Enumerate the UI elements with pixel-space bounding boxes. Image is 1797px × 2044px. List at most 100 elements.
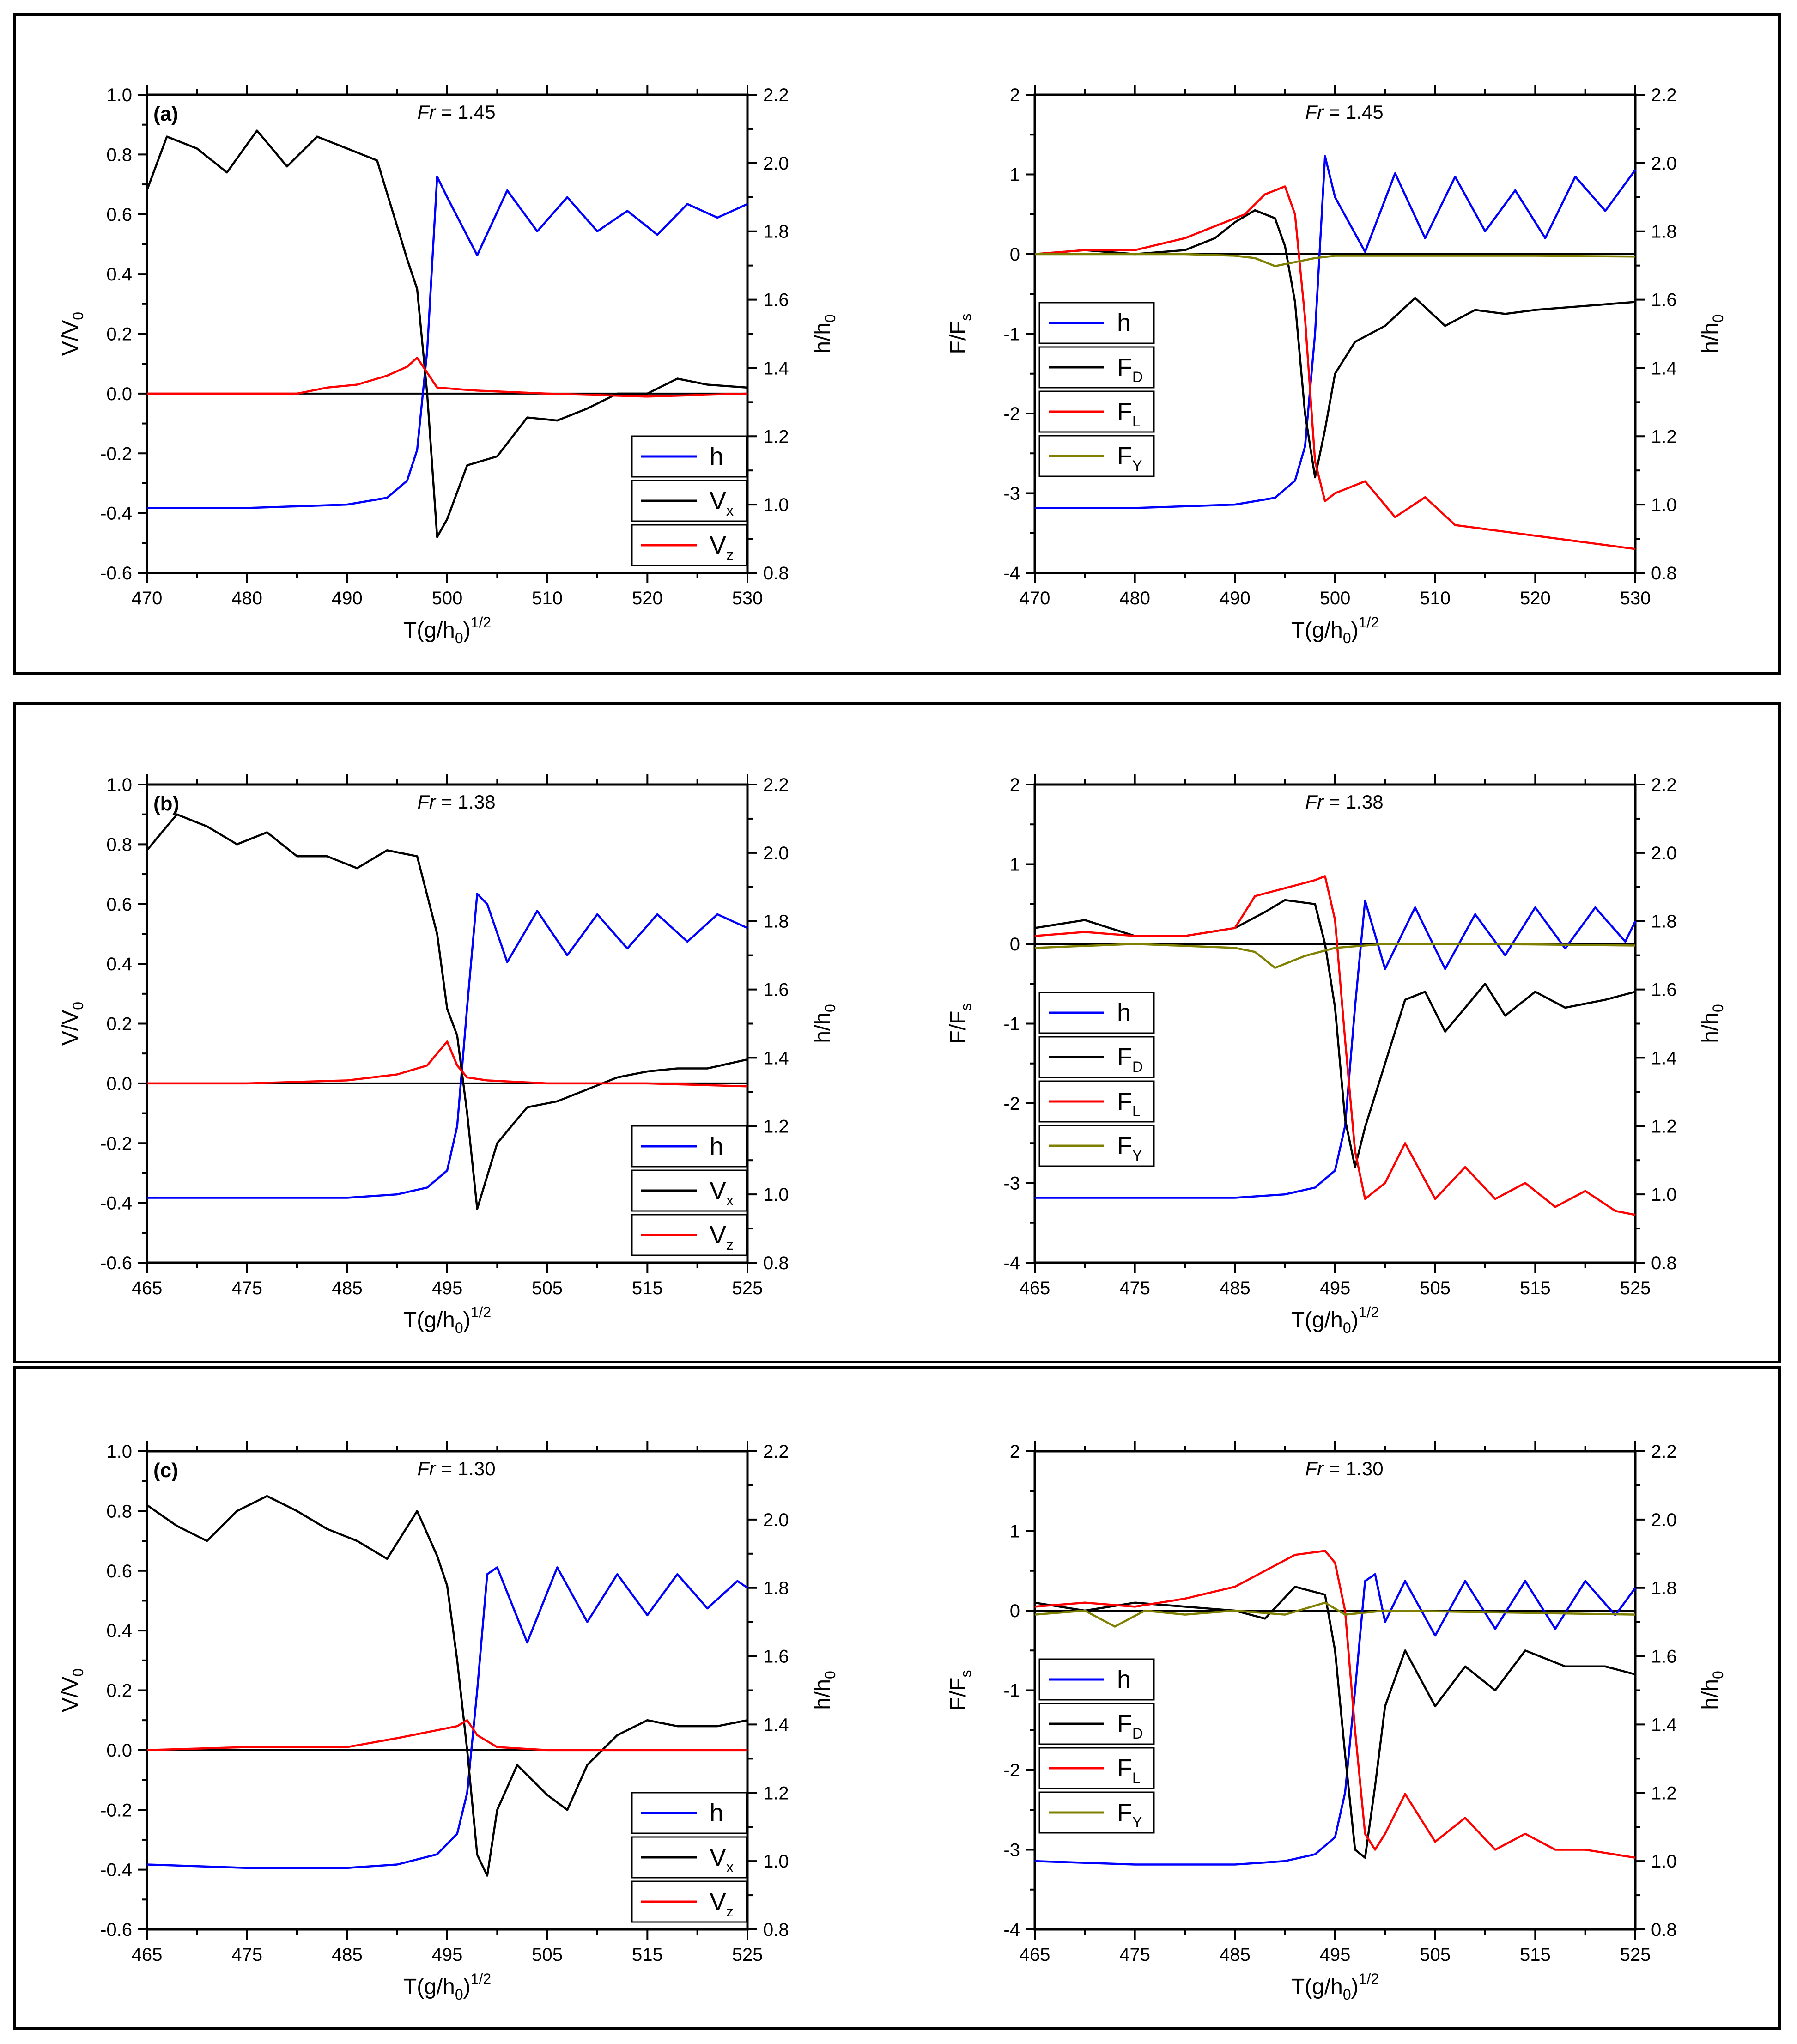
x-axis-label: T(g/h0)1/2 [403,614,491,646]
y2-tick-label: 1.4 [763,1048,789,1068]
y2-tick-label: 1.4 [1651,358,1677,378]
legend-label-FD: FD [1117,1043,1143,1075]
x-tick-label: 495 [1320,1278,1351,1298]
legend-label-Vz-part: z [726,1236,734,1253]
x-tick-label: 485 [332,1945,363,1965]
x-axis-label-part: 1/2 [1359,1971,1379,1987]
y-tick-label: 0 [1010,244,1020,265]
x-axis-label-part: ) [1351,1975,1359,1999]
x-tick-label: 505 [532,1278,563,1298]
fr-annotation-part: Fr [417,101,437,123]
y2-tick-label: 1.0 [1651,1851,1677,1872]
x-axis-label: T(g/h0)1/2 [1291,1304,1379,1336]
x-axis-label: T(g/h0)1/2 [403,1971,491,2003]
y2-tick-label: 2.0 [1651,1510,1677,1530]
legend-label-FY-part: F [1117,1799,1132,1826]
panel-tag: (b) [153,792,179,815]
legend-label-Vx: Vx [710,487,734,519]
legend-label-FL-part: F [1117,398,1132,426]
y2-tick-label: 2.0 [763,1510,789,1530]
x-tick-label: 465 [1020,1945,1050,1965]
series-line-FL [1034,1550,1636,1859]
y2-axis-label-part: 0 [822,1004,838,1012]
fr-annotation: Fr = 1.38 [417,791,495,813]
series-line-Vx [146,129,748,538]
y-tick-label: -4 [1003,563,1020,584]
x-tick-label: 500 [1320,588,1351,608]
x-tick-label: 475 [1119,1278,1150,1298]
x-tick-label: 525 [1620,1945,1651,1965]
x-tick-label: 475 [231,1278,262,1298]
y-tick-label: -4 [1003,1920,1020,1940]
x-tick-label: 515 [632,1278,663,1298]
y-tick-label: 1.0 [106,1442,132,1462]
y-tick-label: 2 [1010,1442,1020,1462]
y2-tick-label: 0.8 [1651,1920,1677,1940]
x-axis-label-part: 1/2 [471,1304,491,1320]
y2-tick-label: 2.2 [763,775,789,795]
y-axis-label: V/V0 [58,1002,86,1046]
x-axis-label-part: T(g/h [1291,1308,1343,1332]
fr-annotation-part: Fr [1305,791,1324,813]
legend-label-FY: FY [1117,1799,1142,1831]
legend-label-FL-part: F [1117,1754,1132,1782]
x-tick-label: 475 [1119,1945,1150,1965]
y-tick-label: -0.4 [100,1860,132,1880]
chart-6: 465 475 485 495 505 515 525 -4 -3 -2 -1 0 1 2 0.8 1.0 1.… [946,1441,1726,2003]
y2-tick-label: 1.0 [1651,1185,1677,1205]
y-axis-label-part: s [958,1670,974,1678]
x-tick-label: 520 [1520,588,1551,608]
legend-label-FY-part: Y [1132,1147,1142,1164]
y-tick-label: 0.6 [106,1561,132,1582]
y2-axis-label: h/h0 [1698,1004,1726,1043]
y2-tick-label: 1.0 [763,1851,789,1872]
x-tick-label: 465 [132,1278,163,1298]
legend-label-h: h [710,1132,723,1160]
y-axis-label-part: 0 [70,312,86,320]
series-line-FD [1034,1586,1636,1859]
y-axis-label-part: V/V [58,1010,83,1046]
y2-axis-label: h/h0 [1698,314,1726,353]
series-line-FY [1035,253,1636,268]
y-axis-label: F/Fs [946,1670,974,1711]
x-tick-label: 505 [1420,1945,1451,1965]
series-line-h [147,893,748,1199]
legend-label-FL: FL [1117,1088,1141,1119]
x-axis-label-part: 1/2 [1359,614,1379,631]
legend-label-Vz-part: V [710,531,726,559]
x-tick-label: 490 [1220,588,1251,608]
legend-label-FD-part: D [1132,1725,1143,1742]
y2-tick-label: 1.8 [1651,912,1677,932]
y2-tick-label: 1.8 [1651,1578,1677,1599]
y2-tick-label: 1.8 [763,222,789,242]
series-line-FY [1034,943,1636,969]
x-axis-label-part: T(g/h [403,1975,455,1999]
legend-label-FL-part: F [1117,1088,1132,1115]
x-tick-label: 505 [1420,1278,1451,1298]
x-tick-label: 530 [732,588,763,608]
y-tick-label: 1 [1010,855,1020,875]
fr-annotation: Fr = 1.38 [1305,791,1383,813]
y-tick-label: -4 [1003,1253,1020,1273]
x-tick-label: 495 [432,1278,463,1298]
chart-1: 470 480 490 500 510 520 530 -0.6 -0.4 -0.2 0.0 0.2 0… [58,85,838,646]
y2-axis-label-part: 0 [1710,1004,1726,1012]
y-axis-label-part: 0 [70,1002,86,1010]
y2-tick-label: 1.0 [763,1185,789,1205]
x-tick-label: 485 [332,1278,363,1298]
y-tick-label: 1 [1010,165,1020,185]
y2-axis-label-part: 0 [1710,314,1726,322]
x-axis-label-part: T(g/h [1291,1975,1343,1999]
legend-label-FD-part: F [1117,353,1132,381]
x-axis-label-part: 0 [455,1986,463,2003]
y-tick-label: -1 [1003,1014,1020,1034]
y-axis-label: F/Fs [946,314,974,354]
y-tick-label: -0.4 [100,1193,132,1214]
y-tick-label: 0.8 [106,145,132,165]
x-axis-label-part: 0 [1343,630,1351,646]
y-tick-label: -0.2 [100,1800,132,1820]
series-line-Vx [146,813,748,1210]
